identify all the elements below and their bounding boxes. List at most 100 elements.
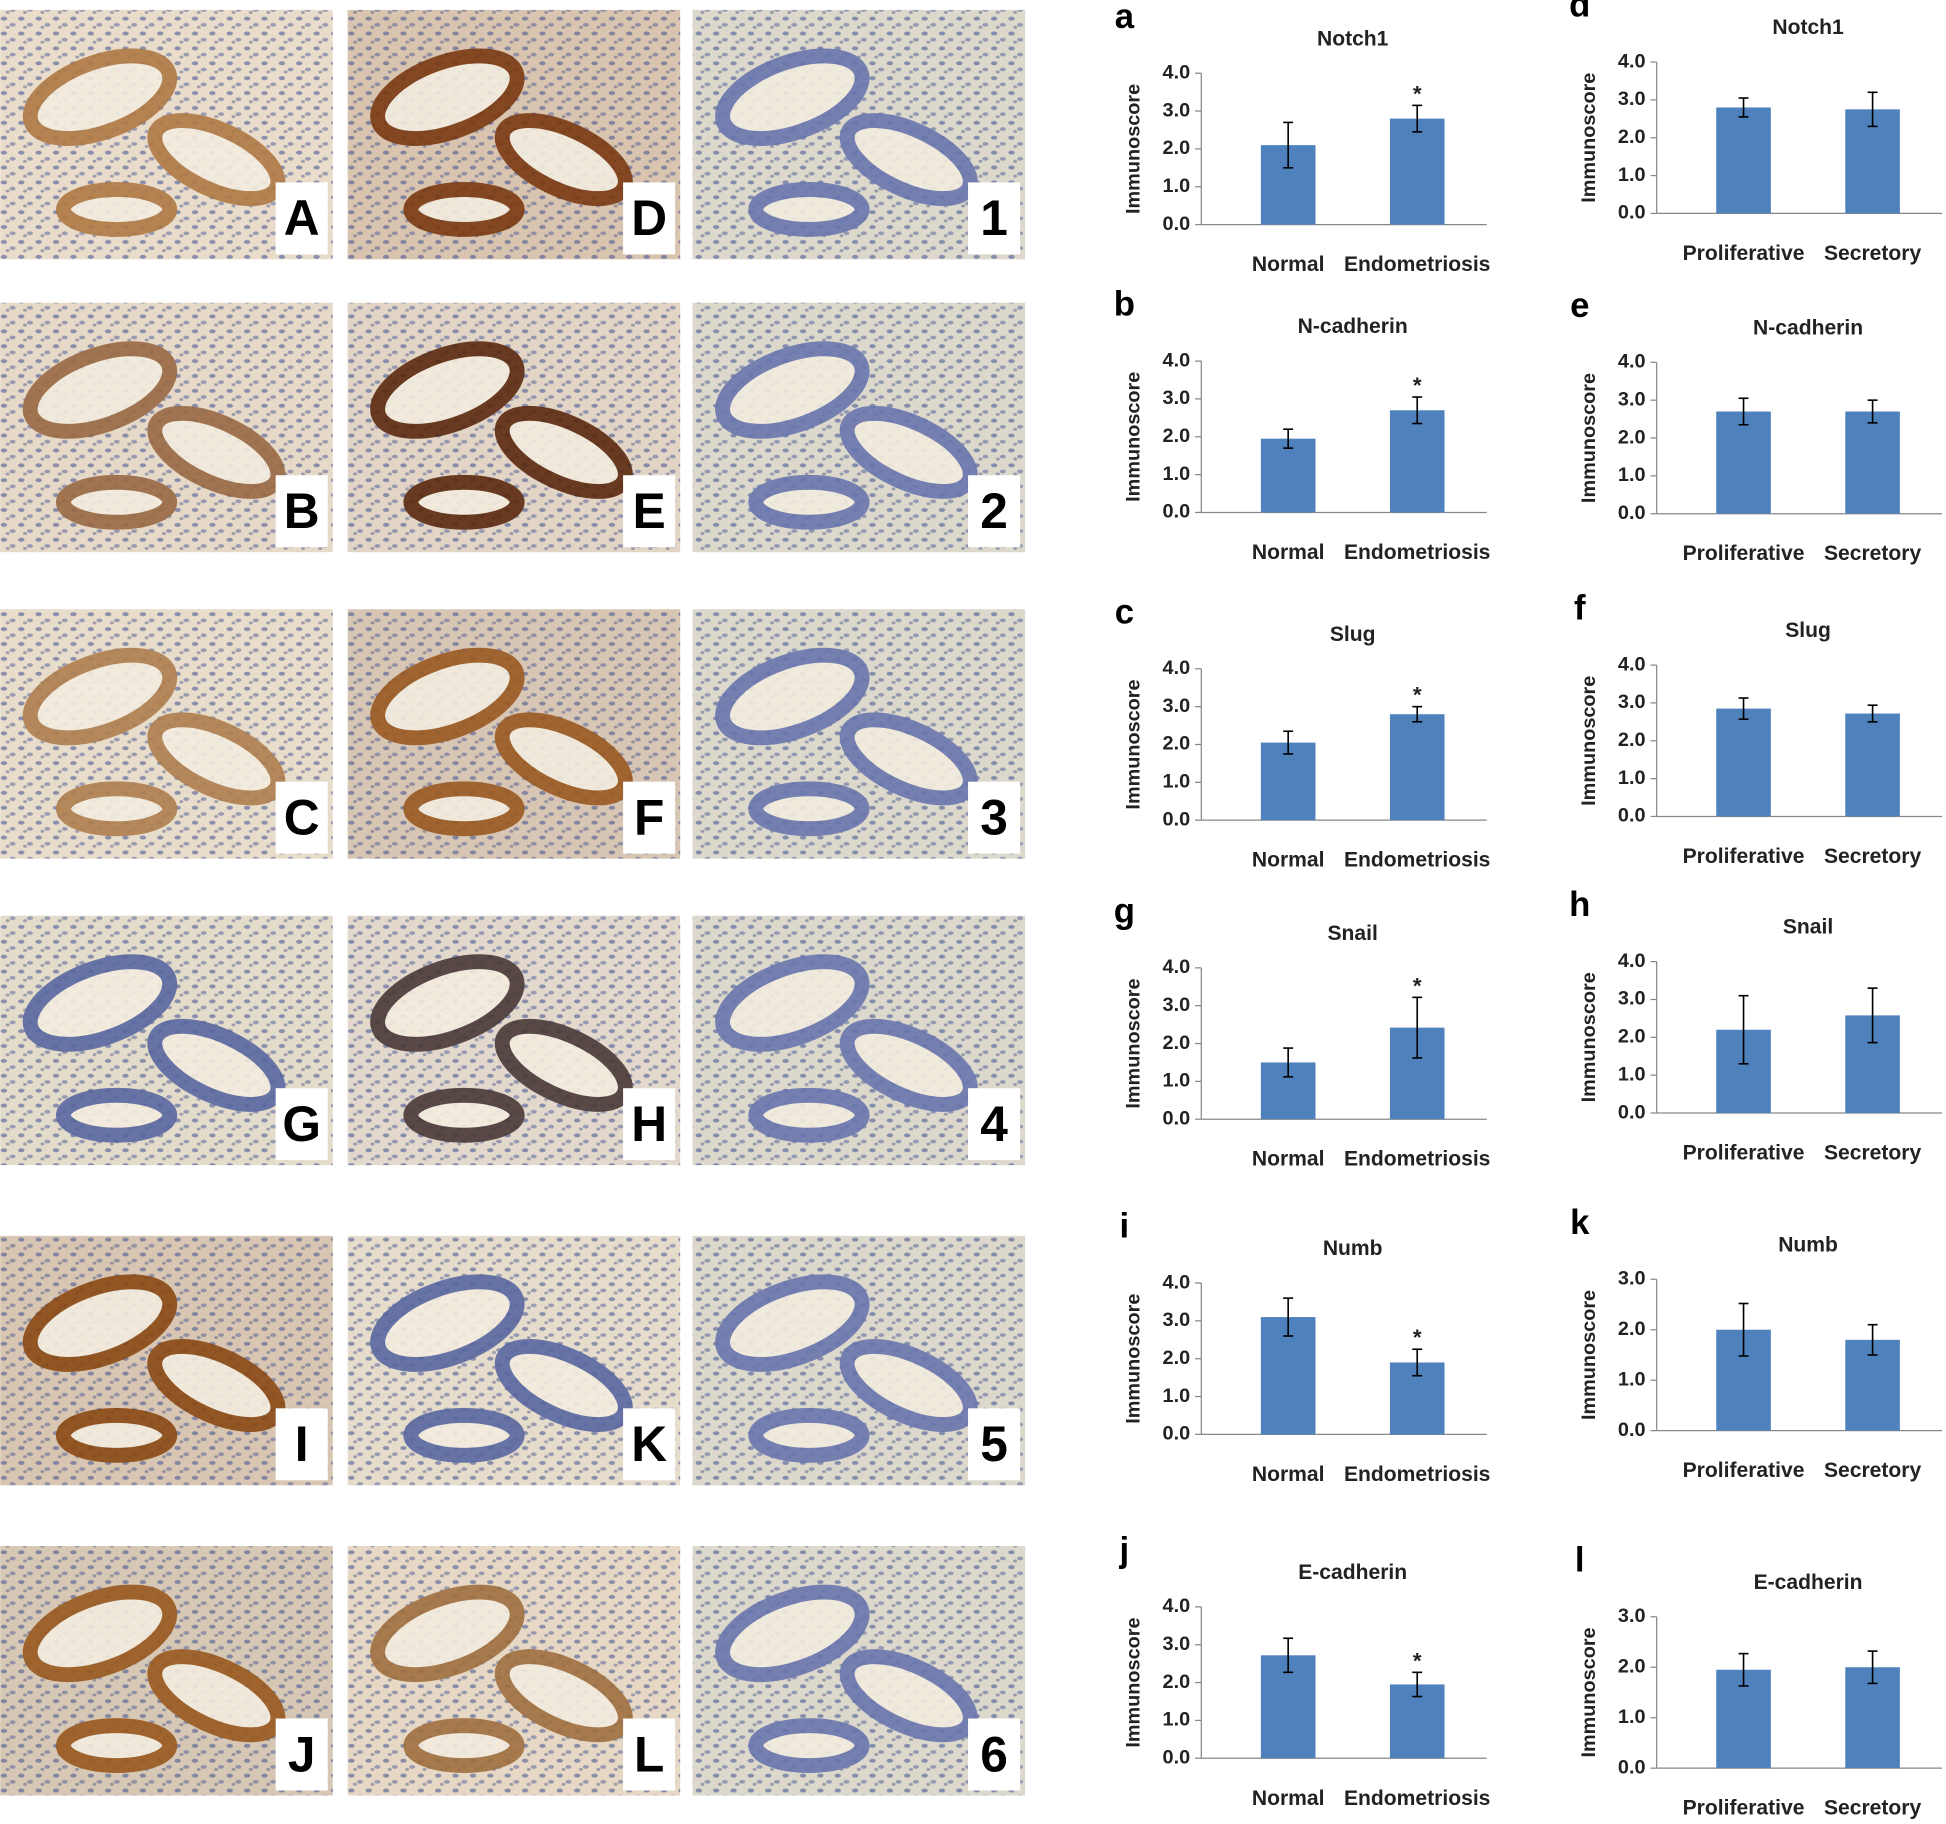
micrograph-label: B [284,483,320,539]
y-axis-label: Immunoscore [1578,972,1600,1102]
x-tick-label: Normal [1252,1148,1325,1171]
error-bar [1738,1652,1749,1687]
micrograph: 1 [692,9,1026,260]
micrograph: F [347,609,681,859]
micrograph: A [0,9,333,260]
chart-title: E-cadherin [1298,1561,1407,1584]
y-tick-label: 0.0 [1163,1107,1191,1129]
panel-letter: e [1570,287,1589,325]
label-box [275,781,328,854]
y-tick-label: 3.0 [1618,988,1646,1010]
gland [55,1718,178,1773]
label-box [623,1718,676,1791]
error-bar [1738,697,1749,721]
x-tick-label: Proliferative [1683,1142,1805,1165]
micrograph-label: L [634,1726,664,1782]
gland [55,1407,178,1463]
y-tick-label: 2.0 [1163,1347,1191,1369]
significance-marker: * [1413,1648,1422,1673]
gland [22,1274,178,1372]
x-tick-label: Secretory [1824,1142,1922,1165]
panel-letter: g [1114,892,1135,930]
micrograph-label: G [282,1096,321,1152]
y-tick-label: 4.0 [1163,1271,1191,1293]
y-tick-label: 3.0 [1163,695,1191,717]
error-bar [1412,104,1423,133]
y-tick-label: 1.0 [1618,164,1646,186]
y-tick-label: 0.0 [1163,1746,1191,1768]
label-box [968,1088,1021,1161]
x-tick-label: Normal [1252,541,1325,564]
error-bar [1283,121,1294,169]
y-tick-label: 1.0 [1163,1070,1191,1092]
micrograph-label: 5 [980,1416,1008,1472]
y-tick-label: 0.0 [1163,1423,1191,1445]
label-box [275,182,328,255]
panel-letter: c [1115,593,1134,631]
micrograph-label: H [631,1096,667,1152]
y-tick-label: 3.0 [1618,88,1646,110]
label-box [275,1088,328,1161]
y-tick-label: 0.0 [1618,805,1646,827]
y-tick-label: 0.0 [1163,213,1191,235]
y-tick-label: 1.0 [1618,1706,1646,1728]
micrograph-label: C [284,790,320,846]
error-bar [1867,1650,1878,1685]
x-tick-label: Endometriosis [1344,253,1490,276]
significance-marker: * [1413,1325,1422,1350]
micrograph: I [0,1235,333,1486]
micrograph-label: 2 [980,483,1008,539]
chart-title: Numb [1323,1237,1383,1260]
y-tick-label: 4.0 [1163,657,1191,679]
gland [403,1718,525,1773]
label-box [623,781,676,854]
panel-letter: a [1115,0,1135,36]
gland [370,48,525,146]
label-box [623,182,676,255]
y-tick-label: 1.0 [1163,771,1191,793]
gland [748,1087,870,1143]
bar [1845,411,1900,514]
y-tick-label: 0.0 [1618,1101,1646,1123]
micrograph: 4 [692,915,1026,1166]
x-tick-label: Proliferative [1683,845,1805,868]
gland [55,182,178,237]
error-bar [1738,1302,1749,1357]
gland [403,1087,525,1143]
gland [748,1718,870,1773]
label-box [623,1408,676,1481]
y-tick-label: 2.0 [1618,1026,1646,1048]
y-tick-label: 3.0 [1618,1605,1646,1627]
y-tick-label: 3.0 [1163,1633,1191,1655]
micrograph-label: 1 [980,190,1008,246]
gland [748,1407,870,1463]
micrograph: J [0,1546,333,1796]
gland [748,474,870,530]
y-tick-label: 3.0 [1618,388,1646,410]
gland [22,647,178,746]
chart-title: Snail [1783,916,1833,939]
error-bar [1412,1348,1423,1377]
y-axis-label: Immunoscore [1123,1617,1145,1747]
chart-title: Slug [1330,623,1376,646]
gland [370,1584,525,1683]
x-tick-label: Secretory [1824,845,1922,868]
y-tick-label: 0.0 [1163,501,1191,523]
gland [22,1584,178,1683]
y-tick-label: 4.0 [1618,653,1646,675]
x-tick-label: Secretory [1824,1459,1922,1482]
label-box [275,475,328,548]
error-bar [1867,704,1878,723]
micrograph-label: 4 [980,1096,1008,1152]
y-tick-label: 1.0 [1163,1385,1191,1407]
label-box [968,781,1021,854]
significance-marker: * [1413,683,1422,708]
y-axis-label: Immunoscore [1578,1627,1600,1757]
gland [55,781,178,837]
y-tick-label: 3.0 [1163,994,1191,1016]
y-tick-label: 4.0 [1618,351,1646,373]
x-tick-label: Proliferative [1683,242,1805,265]
chart-title: E-cadherin [1754,1571,1863,1594]
x-tick-label: Endometriosis [1344,1148,1490,1171]
